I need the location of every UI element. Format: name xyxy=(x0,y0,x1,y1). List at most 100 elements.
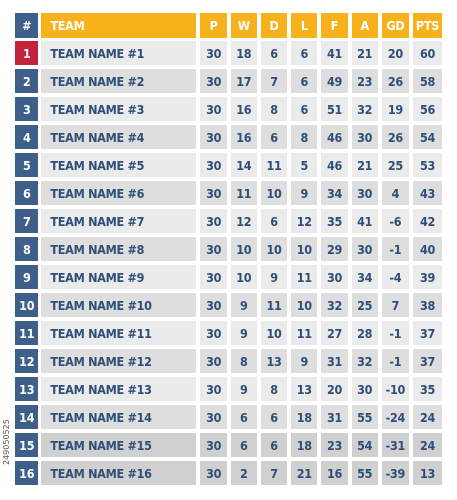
played-cell: 30 xyxy=(200,69,227,93)
header-played: P xyxy=(200,13,227,38)
won-cell: 17 xyxy=(230,69,257,93)
goal-difference-cell: 7 xyxy=(381,293,409,317)
goals-against-cell: 25 xyxy=(351,293,378,317)
goal-difference-cell: 20 xyxy=(381,41,409,65)
drawn-cell: 11 xyxy=(260,293,288,317)
points-cell: 39 xyxy=(412,265,442,289)
points-cell: 53 xyxy=(412,153,442,177)
table-row: 10 TEAM NAME #10 30 9 11 10 32 25 7 38 xyxy=(15,293,442,317)
team-name-cell: TEAM NAME #13 xyxy=(41,377,197,401)
team-name-cell: TEAM NAME #12 xyxy=(41,349,197,373)
table-row: 9 TEAM NAME #9 30 10 9 11 30 34 -4 39 xyxy=(15,265,442,289)
header-drawn: D xyxy=(260,13,288,38)
won-cell: 8 xyxy=(230,349,257,373)
rank-cell: 16 xyxy=(15,461,39,485)
table-row: 16 TEAM NAME #16 30 2 7 21 16 55 -39 13 xyxy=(15,461,442,485)
goals-against-cell: 30 xyxy=(351,237,378,261)
goal-difference-cell: -24 xyxy=(381,405,409,429)
goals-for-cell: 35 xyxy=(321,209,348,233)
played-cell: 30 xyxy=(200,97,227,121)
points-cell: 35 xyxy=(412,377,442,401)
rank-cell: 6 xyxy=(15,181,39,205)
team-name-cell: TEAM NAME #9 xyxy=(41,265,197,289)
goals-for-cell: 34 xyxy=(321,181,348,205)
goals-for-cell: 51 xyxy=(321,97,348,121)
team-name-cell: TEAM NAME #5 xyxy=(41,153,197,177)
goal-difference-cell: 4 xyxy=(381,181,409,205)
lost-cell: 6 xyxy=(291,69,318,93)
lost-cell: 10 xyxy=(291,237,318,261)
rank-cell: 12 xyxy=(15,349,39,373)
points-cell: 40 xyxy=(412,237,442,261)
points-cell: 37 xyxy=(412,349,442,373)
played-cell: 30 xyxy=(200,433,227,457)
rank-cell: 15 xyxy=(15,433,39,457)
points-cell: 58 xyxy=(412,69,442,93)
goals-against-cell: 30 xyxy=(351,125,378,149)
lost-cell: 13 xyxy=(291,377,318,401)
team-name-cell: TEAM NAME #4 xyxy=(41,125,197,149)
rank-cell: 1 xyxy=(15,41,39,65)
goals-against-cell: 41 xyxy=(351,209,378,233)
rank-cell: 10 xyxy=(15,293,39,317)
won-cell: 6 xyxy=(230,405,257,429)
goal-difference-cell: -4 xyxy=(381,265,409,289)
team-name-cell: TEAM NAME #8 xyxy=(41,237,197,261)
rank-cell: 8 xyxy=(15,237,39,261)
goals-for-cell: 23 xyxy=(321,433,348,457)
lost-cell: 12 xyxy=(291,209,318,233)
goal-difference-cell: -31 xyxy=(381,433,409,457)
goal-difference-cell: -10 xyxy=(381,377,409,401)
team-name-cell: TEAM NAME #2 xyxy=(41,69,197,93)
goals-for-cell: 27 xyxy=(321,321,348,345)
played-cell: 30 xyxy=(200,265,227,289)
table-row: 2 TEAM NAME #2 30 17 7 6 49 23 26 58 xyxy=(15,69,442,93)
lost-cell: 21 xyxy=(291,461,318,485)
goals-against-cell: 32 xyxy=(351,97,378,121)
header-goal-difference: GD xyxy=(381,13,409,38)
played-cell: 30 xyxy=(200,461,227,485)
won-cell: 10 xyxy=(230,237,257,261)
points-cell: 37 xyxy=(412,321,442,345)
goals-for-cell: 41 xyxy=(321,41,348,65)
rank-cell: 3 xyxy=(15,97,39,121)
rank-cell: 13 xyxy=(15,377,39,401)
team-name-cell: TEAM NAME #16 xyxy=(41,461,197,485)
drawn-cell: 9 xyxy=(260,265,288,289)
table-row: 3 TEAM NAME #3 30 16 8 6 51 32 19 56 xyxy=(15,97,442,121)
won-cell: 11 xyxy=(230,181,257,205)
header-team: TEAM xyxy=(41,13,197,38)
table-row: 4 TEAM NAME #4 30 16 6 8 46 30 26 54 xyxy=(15,125,442,149)
goals-for-cell: 31 xyxy=(321,405,348,429)
header-lost: L xyxy=(291,13,318,38)
drawn-cell: 6 xyxy=(260,433,288,457)
table-row: 7 TEAM NAME #7 30 12 6 12 35 41 -6 42 xyxy=(15,209,442,233)
goal-difference-cell: -1 xyxy=(381,237,409,261)
drawn-cell: 10 xyxy=(260,237,288,261)
goals-against-cell: 55 xyxy=(351,405,378,429)
goal-difference-cell: -39 xyxy=(381,461,409,485)
goals-against-cell: 21 xyxy=(351,41,378,65)
table-row: 13 TEAM NAME #13 30 9 8 13 20 30 -10 35 xyxy=(15,377,442,401)
played-cell: 30 xyxy=(200,321,227,345)
played-cell: 30 xyxy=(200,209,227,233)
lost-cell: 6 xyxy=(291,41,318,65)
won-cell: 6 xyxy=(230,433,257,457)
goals-against-cell: 21 xyxy=(351,153,378,177)
rank-cell: 11 xyxy=(15,321,39,345)
goal-difference-cell: 26 xyxy=(381,125,409,149)
played-cell: 30 xyxy=(200,293,227,317)
goals-against-cell: 28 xyxy=(351,321,378,345)
played-cell: 30 xyxy=(200,349,227,373)
table-row: 1 TEAM NAME #1 30 18 6 6 41 21 20 60 xyxy=(15,41,442,65)
points-cell: 38 xyxy=(412,293,442,317)
table-row: 14 TEAM NAME #14 30 6 6 18 31 55 -24 24 xyxy=(15,405,442,429)
goals-for-cell: 49 xyxy=(321,69,348,93)
drawn-cell: 8 xyxy=(260,377,288,401)
table-row: 5 TEAM NAME #5 30 14 11 5 46 21 25 53 xyxy=(15,153,442,177)
won-cell: 16 xyxy=(230,125,257,149)
lost-cell: 9 xyxy=(291,181,318,205)
table-header-row: # TEAM P W D L F A GD PTS xyxy=(15,13,442,38)
watermark-id: 249050525 xyxy=(2,419,11,466)
lost-cell: 5 xyxy=(291,153,318,177)
